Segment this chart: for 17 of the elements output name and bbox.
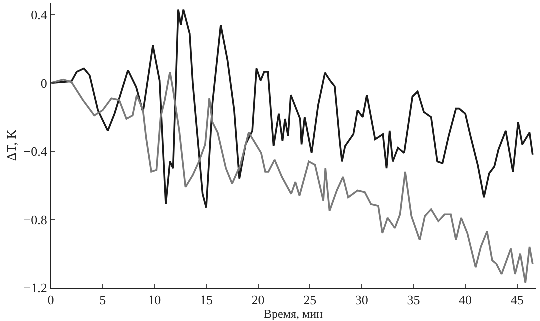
- x-tick-label: 25: [304, 292, 317, 308]
- x-tick-label: 10: [148, 292, 162, 308]
- x-tick-label: 35: [407, 292, 420, 308]
- line-series: [51, 71, 534, 284]
- x-tick-label: 30: [355, 292, 368, 308]
- y-tick-label: 0: [40, 76, 48, 91]
- y-axis-title: ΔT, K: [4, 129, 19, 162]
- x-tick-label: 5: [100, 292, 106, 308]
- x-tick-label: 20: [252, 292, 265, 308]
- y-tick-label: −0.8: [24, 212, 48, 228]
- x-tick-label: 45: [510, 292, 524, 308]
- y-tick-label: 0.4: [31, 8, 48, 22]
- x-tick-label: 15: [200, 292, 213, 308]
- x-axis-title: Время, мин: [264, 307, 324, 321]
- y-tick-label: −1.2: [24, 280, 48, 296]
- x-tick-label: 40: [459, 292, 472, 308]
- y-tick-label: −0.4: [24, 144, 48, 160]
